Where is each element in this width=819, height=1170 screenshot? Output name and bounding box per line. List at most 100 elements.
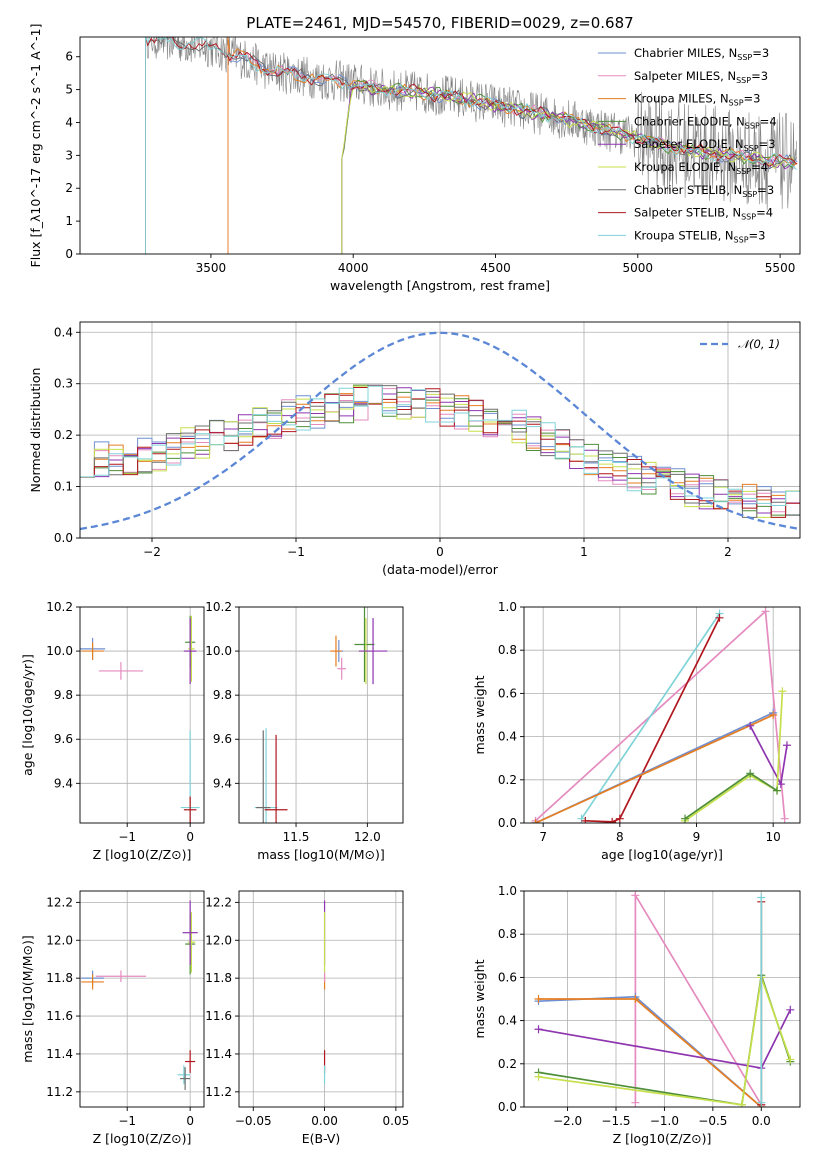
axes-frame [79,890,205,1108]
y-tick-label: 12.2 [205,895,232,909]
errorbar-point [180,1067,191,1090]
y-tick-label: 0.0 [54,531,73,545]
weight-line-kroupa-miles [535,714,774,823]
legend-entry: Kroupa ELODIE, NSSP=4 [634,160,768,176]
y-tick-label: 12.0 [205,933,232,947]
errorbar-point [188,615,195,682]
axes-frame [79,36,801,255]
x-tick-label: 0.00 [311,1114,338,1128]
x-tick-label: 10 [766,830,781,844]
weight-line-kroupa-elodie [684,691,784,822]
axes-frame [523,606,801,824]
panel-age-vs-Z: −1 0 9.4 9.6 9.8 10.0 10.2 Z [log10(Z/Z⊙)] age [… [20,600,205,862]
panel-mass-vs-EBV: −0.05 0.00 0.05 11.2 11.4 11.6 11.8 12.0 12.2 E(B… [205,890,410,1146]
x-axis-label: (data-model)/error [382,562,499,577]
weight-marker [531,819,540,823]
weight-marker [615,814,624,823]
y-tick-label: 1.0 [498,600,517,614]
y-tick-label: 0.4 [54,325,73,339]
figure-title: PLATE=2461, MJD=54570, FIBERID=0029, z=0… [246,14,633,32]
model-spectrum-kroupa-miles [227,37,798,254]
errorbar-point [337,657,346,680]
y-tick-label: 11.2 [205,1085,232,1099]
x-tick-label: 4000 [338,261,369,275]
weight-marker [782,741,791,750]
x-axis-label: age [log10(age/yr)] [601,847,723,862]
weight-marker [715,613,724,622]
y-tick-label: 0.1 [54,480,73,494]
y-tick-label: 1.0 [498,884,517,898]
y-tick-label: 9.8 [213,688,232,702]
y-tick-label: 10.0 [46,644,73,658]
weight-line-salpeter-miles [634,892,763,1106]
errorbar-point [330,635,342,667]
plot-area-mass-vs-Z [81,900,198,1090]
y-tick-label: 0.8 [498,643,517,657]
y-tick-label: 11.8 [205,971,232,985]
weight-marker [786,1005,795,1014]
weight-marker [761,607,770,616]
histogram-kroupa-stelib [80,385,800,506]
errorbar-point [95,970,147,982]
y-tick-label: 0.6 [498,686,517,700]
x-tick-label: −1.5 [601,1114,630,1128]
x-tick-label: 5000 [623,261,654,275]
panel-spectrum: 3500 4000 4500 5000 5500 0 1 2 3 4 5 6 wavelength [A… [28,24,801,293]
axes-frame [238,890,404,1108]
errorbar-point [358,618,388,685]
x-tick-label: 2 [724,545,732,559]
weight-marker [534,995,543,1003]
plot-area-spectrum [145,37,798,254]
y-tick-label: 0.8 [498,927,517,941]
y-tick-label: 0.2 [498,1057,517,1071]
weight-marker [631,995,640,1003]
y-axis-label: Flux [f_λ10^-17 erg cm^-2 s^-1 A^-1] [28,24,43,268]
y-tick-label: 0.2 [54,428,73,442]
y-tick-label: 9.6 [213,732,232,746]
weight-line-kroupa-stelib [580,613,721,820]
panel-mass-vs-Z: −1 0 11.2 11.4 11.6 11.8 12.0 12.2 Z [log10(Z/Z⊙… [20,890,205,1146]
y-tick-label: 11.6 [205,1009,232,1023]
legend-entry: Chabrier STELIB, NSSP=3 [634,183,774,199]
x-tick-label: 0.05 [383,1114,410,1128]
weight-marker [534,1025,543,1034]
y-tick-label: 11.4 [46,1047,73,1061]
errorbar-point [354,607,375,682]
x-axis-label: Z [log10(Z/Z⊙)] [93,847,192,862]
x-tick-label: 0 [186,830,194,844]
y-tick-label: 3 [65,148,73,162]
y-tick-label: 1 [65,214,73,228]
y-tick-label: 11.2 [46,1085,73,1099]
errorbar-point [256,730,271,823]
y-axis-label: age [log10(age/yr)] [20,654,35,776]
legend-entry: Salpeter STELIB, NSSP=4 [634,206,773,222]
model-spectrum-salpeter-stelib [145,37,797,254]
plot-area-weight-vs-Z [534,891,795,1107]
y-tick-label: 11.4 [205,1047,232,1061]
panel-weight-vs-age: 7 8 9 10 0.0 0.2 0.4 0.6 0.8 1.0 age [log10(age/yr… [472,600,801,862]
y-axis-label: mass weight [472,959,487,1038]
weight-marker [534,1072,543,1081]
weight-line-salpeter-miles [534,609,786,822]
axes-frame [79,321,801,539]
errorbar-point [183,796,197,823]
weight-marker [681,814,689,823]
plot-area-residuals [80,331,800,531]
normal-distribution-curve [80,331,798,531]
legend-entry: Kroupa STELIB, NSSP=3 [634,228,765,244]
x-tick-label: 11.5 [283,830,310,844]
x-axis-label: mass [log10(M/M⊙)] [257,847,385,862]
errorbar-point [81,642,104,660]
y-tick-label: 0.0 [498,1100,517,1114]
y-tick-label: 12.2 [46,895,73,909]
weight-line-salpeter-elodie [749,725,788,787]
y-tick-label: 11.6 [46,1009,73,1023]
x-tick-label: 8 [616,830,624,844]
plot-area-age-vs-mass [254,607,388,823]
weight-marker [631,891,640,900]
errorbar-point [183,618,197,685]
histogram-salpeter-stelib [80,387,800,518]
x-axis-label: E(B-V) [302,1131,341,1146]
panel-residuals: −2 −1 0 1 2 0.0 0.1 0.2 0.3 0.4 (data-model)/error… [28,321,801,577]
errorbar-point [177,1065,191,1085]
